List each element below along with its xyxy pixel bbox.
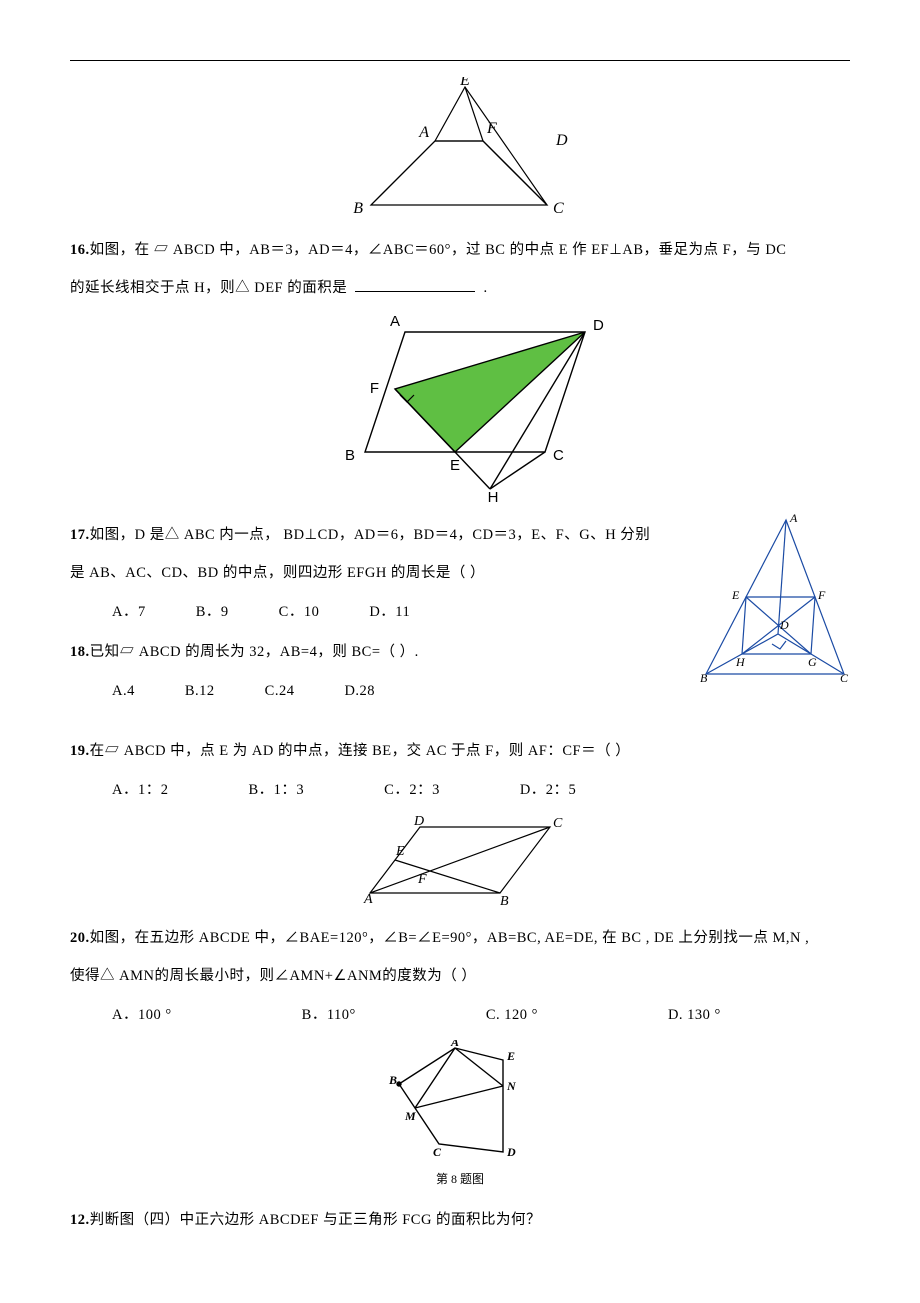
q20-text-a: 如图，在五边形 ABCDE 中，∠BAE=120°，∠B=∠E=90°，AB=B…: [90, 930, 810, 946]
q17-G: G: [808, 655, 817, 669]
fig-q15-wrap: E F A D B C: [70, 77, 850, 217]
fig-q15-lines: [371, 87, 547, 205]
label-B: B: [353, 200, 363, 217]
q19-B: B: [500, 894, 509, 905]
fig-q15: E F A D B C: [335, 77, 585, 217]
q17-H: H: [735, 655, 746, 669]
q18-opt-a: A.4: [112, 676, 135, 706]
q16-C: C: [553, 447, 564, 464]
q19-F: F: [417, 872, 427, 887]
q19-text: 在▱ ABCD 中，点 E 为 AD 的中点，连接 BE，交 AC 于点 F，则…: [90, 743, 631, 759]
q17-num: 17.: [70, 527, 90, 543]
q19-opt-d: D．2：5: [520, 775, 576, 805]
q16-F: F: [370, 380, 379, 397]
q20-opt-c: C. 120 °: [486, 1000, 538, 1030]
label-E: E: [459, 77, 470, 89]
q20-M: M: [404, 1109, 416, 1123]
q19-num: 19.: [70, 743, 90, 759]
q20-C: C: [433, 1145, 442, 1159]
fig-q16-wrap: A D F B E C H: [70, 312, 850, 502]
label-D: D: [555, 132, 568, 149]
q20-opt-a: A．100 °: [112, 1000, 172, 1030]
q16-text: 16.如图，在 ▱ ABCD 中，AB＝3，AD＝4，∠ABC＝60°，过 BC…: [70, 235, 850, 265]
q17-text-b: 是 AB、AC、CD、BD 的中点，则四边形 EFGH 的周长是（ ）: [70, 565, 485, 581]
q19-opt-a: A．1：2: [112, 775, 168, 805]
q12-text: 判断图（四）中正六边形 ABCDEF 与正三角形 FCG 的面积比为何？: [90, 1212, 541, 1228]
q20-E: E: [506, 1049, 515, 1063]
q18-text: 已知▱ ABCD 的周长为 32，AB=4，则 BC=（ ）.: [90, 644, 419, 660]
q18-opt-b: B.12: [185, 676, 215, 706]
q16-A: A: [390, 313, 400, 330]
fig-q20-lines: [397, 1048, 503, 1152]
q20-opt-b: B．110°: [302, 1000, 356, 1030]
q20-text-b: 使得△ AMN的周长最小时，则∠AMN+∠ANM的度数为（ ）: [70, 968, 476, 984]
q19-line: 19.在▱ ABCD 中，点 E 为 AD 的中点，连接 BE，交 AC 于点 …: [70, 736, 850, 766]
q12-line: 12.判断图（四）中正六边形 ABCDEF 与正三角形 FCG 的面积比为何？: [70, 1205, 850, 1235]
q16-blank: [355, 291, 475, 292]
q16-E: E: [450, 457, 460, 474]
q20-A: A: [450, 1040, 459, 1049]
fig-q16: A D F B E C H: [315, 312, 605, 502]
q17-C: C: [840, 671, 849, 684]
fig-q20: A E N D C B M: [375, 1040, 545, 1170]
q18-opt-c: C.24: [265, 676, 295, 706]
fig-q20-wrap: A E N D C B M 第 8 题图: [70, 1040, 850, 1187]
q19-opt-b: B．1：3: [248, 775, 304, 805]
fig-q19-labels: A B C D E F: [363, 815, 563, 905]
q18-opt-d: D.28: [344, 676, 375, 706]
q17-opt-a: A．7: [112, 597, 146, 627]
q19-D: D: [413, 815, 424, 829]
q19-C: C: [553, 816, 563, 831]
q18-num: 18.: [70, 644, 90, 660]
q20-opt-d: D. 130 °: [668, 1000, 721, 1030]
fig-q19: A B C D E F: [350, 815, 570, 905]
q16-B: B: [345, 447, 355, 464]
q16-num: 16.: [70, 242, 90, 258]
label-C: C: [553, 200, 564, 217]
q20-line1: 20.如图，在五边形 ABCDE 中，∠BAE=120°，∠B=∠E=90°，A…: [70, 923, 850, 953]
fig-q17-wrap: A B C D E F G H: [700, 514, 850, 684]
fig-q19-lines: [370, 827, 550, 893]
q20-D: D: [506, 1145, 516, 1159]
q12-num: 12.: [70, 1212, 90, 1228]
q17-F: F: [817, 588, 826, 602]
fig-q17: A B C D E F G H: [700, 514, 850, 684]
fig-q15-labels: E F A D B C: [353, 77, 568, 217]
q17-opt-c: C．10: [279, 597, 320, 627]
q17-options: A．7 B．9 C．10 D．11: [70, 597, 690, 627]
q17-text-a: 如图，D 是△ ABC 内一点， BD⊥CD，AD＝6，BD＝4，CD＝3，E、…: [90, 527, 651, 543]
q17-A: A: [789, 514, 798, 525]
q19-E: E: [395, 844, 405, 859]
q19-A: A: [363, 892, 373, 905]
q17-E: E: [731, 588, 740, 602]
q18-options: A.4 B.12 C.24 D.28: [70, 676, 690, 706]
q16-line2: 的延长线相交于点 H，则△ DEF 的面积是: [70, 280, 347, 296]
q16-text-b: 的延长线相交于点 H，则△ DEF 的面积是 .: [70, 273, 850, 303]
q20-num: 20.: [70, 930, 90, 946]
q16-line2-end: .: [484, 280, 488, 296]
q16-H: H: [488, 489, 499, 502]
q16-line1: 如图，在 ▱ ABCD 中，AB＝3，AD＝4，∠ABC＝60°，过 BC 的中…: [90, 242, 787, 258]
q17-B: B: [700, 671, 708, 684]
q20-line2: 使得△ AMN的周长最小时，则∠AMN+∠ANM的度数为（ ）: [70, 961, 850, 991]
fig-q20-caption: 第 8 题图: [436, 1170, 484, 1187]
fig-q19-wrap: A B C D E F: [70, 815, 850, 905]
q16-D: D: [593, 317, 604, 334]
fig-q20-labels: A E N D C B M: [388, 1040, 517, 1159]
q20-N: N: [506, 1079, 517, 1093]
fig-q17-labels: A B C D E F G H: [700, 514, 849, 684]
q20-options: A．100 ° B．110° C. 120 ° D. 130 °: [70, 1000, 850, 1030]
q17-opt-b: B．9: [196, 597, 229, 627]
q17-opt-d: D．11: [369, 597, 410, 627]
label-F: F: [486, 120, 497, 137]
q17-D: D: [779, 618, 789, 632]
q17-q18-wrap: A B C D E F G H 17.如图，D 是△ ABC 内一点， BD⊥C…: [70, 520, 850, 716]
q19-options: A．1：2 B．1：3 C．2：3 D．2：5: [70, 775, 850, 805]
top-rule: [70, 60, 850, 61]
q19-opt-c: C．2：3: [384, 775, 440, 805]
label-A: A: [418, 124, 429, 141]
q20-B: B: [388, 1073, 397, 1087]
page: E F A D B C 16.如图，在 ▱ ABCD 中，AB＝3，AD＝4，∠…: [0, 0, 920, 1284]
fig-q16-shapes: [365, 332, 585, 489]
